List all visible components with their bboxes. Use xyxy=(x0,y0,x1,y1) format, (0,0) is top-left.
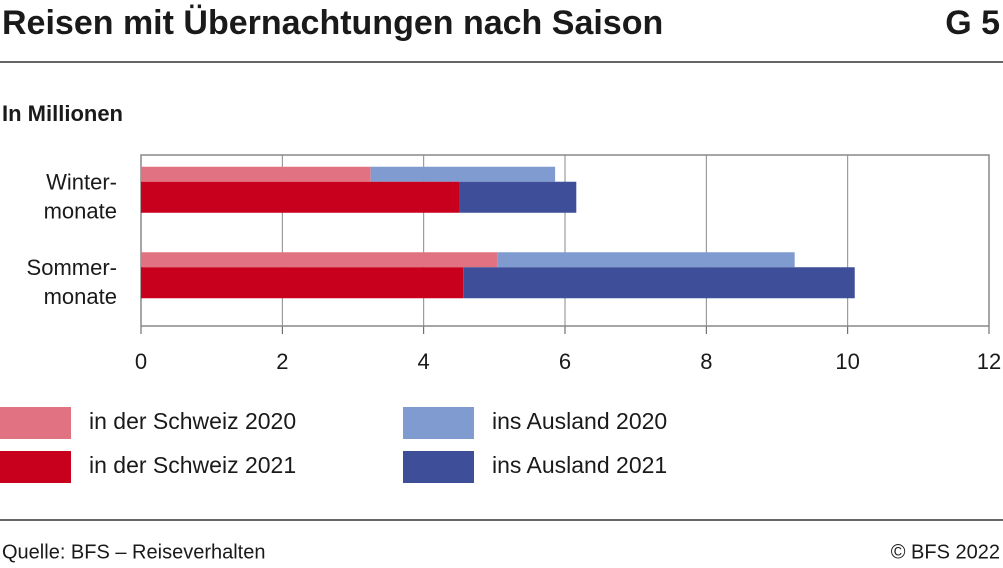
legend-swatch xyxy=(0,451,71,483)
x-tick-label: 4 xyxy=(418,349,430,374)
x-tick-label: 0 xyxy=(135,349,147,374)
figure-id: G 5 xyxy=(945,4,1000,42)
x-tick-label: 10 xyxy=(835,349,859,374)
bar xyxy=(370,166,556,182)
legend-swatch xyxy=(0,407,71,439)
legend-label: in der Schweiz 2020 xyxy=(89,408,296,434)
y-tick-label: Sommer-monate xyxy=(27,255,117,309)
subtitle: In Millionen xyxy=(2,101,123,126)
legend-label: in der Schweiz 2021 xyxy=(89,452,296,478)
legend-label: ins Ausland 2020 xyxy=(492,408,667,434)
bar xyxy=(141,267,464,299)
x-tick-label: 6 xyxy=(559,349,571,374)
legend-swatch xyxy=(403,407,474,439)
bar xyxy=(141,181,459,213)
x-tick-label: 8 xyxy=(700,349,712,374)
plot-frame xyxy=(140,154,990,327)
bar xyxy=(459,181,577,213)
bar xyxy=(463,267,855,299)
x-tick-label: 2 xyxy=(276,349,288,374)
chart-title: Reisen mit Übernachtungen nach Saison xyxy=(2,4,663,42)
source: Quelle: BFS – Reiseverhalten xyxy=(2,541,265,563)
bar xyxy=(141,166,371,182)
bar xyxy=(497,252,795,268)
y-tick-label: Winter-monate xyxy=(44,169,117,223)
x-tick-label: 12 xyxy=(977,349,1001,374)
legend-swatch xyxy=(403,451,474,483)
legend-label: ins Ausland 2021 xyxy=(492,452,667,478)
copyright: © BFS 2022 xyxy=(891,541,1000,563)
bar xyxy=(141,252,498,268)
